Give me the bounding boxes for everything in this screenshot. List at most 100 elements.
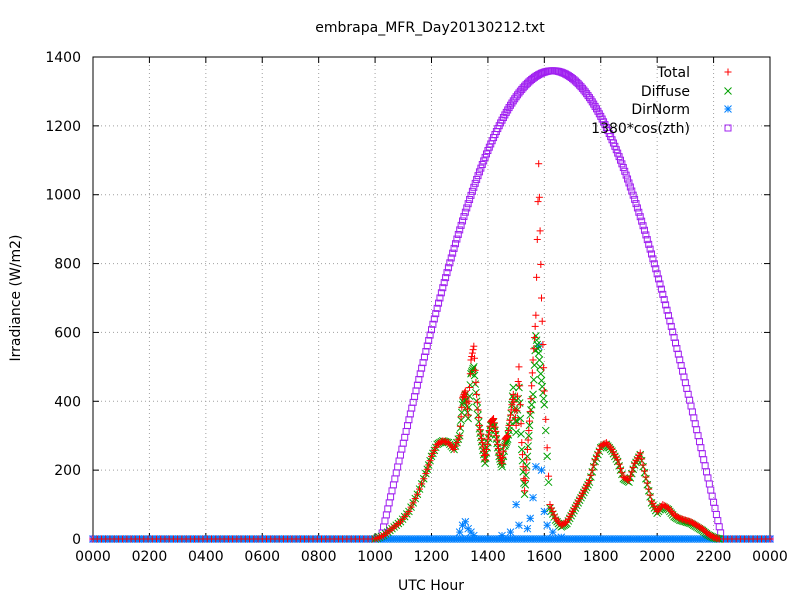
dirnorm-point [506, 528, 515, 536]
x-tick-label: 0600 [244, 549, 280, 565]
total-point [420, 475, 428, 483]
dirnorm-point [469, 531, 478, 540]
cos-zth-point [429, 320, 437, 328]
total-point [475, 421, 483, 429]
cos-zth-point [385, 499, 393, 507]
series-cos-zth [89, 67, 774, 543]
cos-zth-point [697, 444, 705, 452]
total-point [510, 398, 518, 406]
cos-zth-point [396, 451, 404, 459]
total-point [504, 427, 512, 435]
cos-zth-point [466, 195, 474, 203]
x-tick-label: 0400 [188, 549, 224, 565]
cos-zth-point [643, 236, 651, 244]
total-point [525, 427, 533, 435]
total-point [485, 427, 493, 435]
chart-title: embrapa_MFR_Day20130212.txt [315, 20, 545, 36]
cos-zth-point [624, 175, 632, 183]
total-point [547, 504, 555, 512]
cos-zth-point [622, 171, 630, 179]
cos-zth-point [382, 511, 390, 519]
total-point [482, 451, 490, 459]
diffuse-point [516, 414, 525, 423]
cos-zth-point [701, 462, 709, 470]
cos-zth-point [384, 505, 392, 513]
cos-zth-point [639, 222, 647, 230]
diffuse-point [541, 426, 550, 435]
total-point [537, 260, 545, 268]
total-point [540, 364, 548, 372]
total-point [520, 475, 528, 483]
diffuse-point [525, 421, 534, 430]
total-point [466, 370, 474, 378]
total-point [489, 415, 497, 423]
total-point [642, 473, 650, 481]
total-point [629, 464, 637, 472]
total-point [423, 465, 431, 473]
cos-zth-point [446, 259, 454, 267]
dirnorm-point [537, 466, 546, 474]
cos-zth-point [710, 498, 718, 506]
cos-zth-point [657, 285, 665, 293]
cos-zth-point [616, 156, 624, 164]
cos-zth-point [684, 390, 692, 398]
cos-zth-point [642, 231, 650, 239]
cos-zth-point [388, 487, 396, 495]
total-point [593, 452, 601, 460]
total-point [618, 469, 626, 477]
y-tick-label: 0 [72, 532, 81, 548]
cos-zth-point [691, 420, 699, 428]
total-point [470, 342, 478, 350]
cos-zth-point [636, 213, 644, 221]
cos-zth-point [406, 410, 414, 418]
diffuse-point [517, 430, 525, 438]
total-point [515, 363, 523, 371]
diffuse-point [472, 388, 480, 397]
cos-zth-point [687, 402, 695, 410]
cos-zth-point [704, 474, 712, 482]
x-axis-title: UTC Hour [398, 578, 464, 594]
total-point [532, 311, 540, 319]
total-point [466, 384, 474, 392]
data-series [89, 67, 774, 543]
cos-zth-point [694, 432, 702, 440]
legend-markers [724, 68, 732, 132]
cos-zth-point [693, 426, 701, 434]
cos-zth-point [635, 208, 643, 216]
cos-zth-point [394, 463, 402, 471]
total-point [526, 417, 534, 425]
total-point [517, 420, 525, 428]
total-point [484, 435, 492, 443]
total-point [475, 414, 483, 422]
cos-zth-point [660, 296, 668, 304]
diffuse-point [517, 445, 526, 454]
total-point [533, 235, 541, 243]
cos-zth-point [663, 306, 671, 314]
total-point [514, 377, 522, 385]
total-point [411, 495, 419, 503]
y-tick-label: 1000 [45, 188, 81, 204]
total-point [626, 472, 634, 480]
legend-label-diffuse: Diffuse [641, 84, 690, 100]
cos-zth-point [450, 244, 458, 252]
total-point [614, 456, 622, 464]
series-total [371, 160, 723, 543]
total-point [522, 466, 530, 474]
cos-zth-point [442, 274, 450, 282]
total-point [457, 413, 465, 421]
dirnorm-point [548, 528, 557, 536]
total-point [513, 407, 521, 415]
diffuse-point [536, 369, 545, 378]
cos-zth-point [475, 168, 483, 176]
cos-zth-point [712, 510, 720, 518]
total-point [645, 485, 653, 493]
diffuse-point [524, 442, 532, 450]
total-point [512, 421, 520, 429]
diffuse-point [522, 461, 531, 470]
diffuse-point [523, 452, 532, 461]
cos-zth-point [391, 475, 399, 483]
total-point [640, 467, 648, 475]
cos-zth-point [444, 264, 452, 272]
x-tick-label: 1800 [583, 549, 619, 565]
total-point [518, 439, 526, 447]
